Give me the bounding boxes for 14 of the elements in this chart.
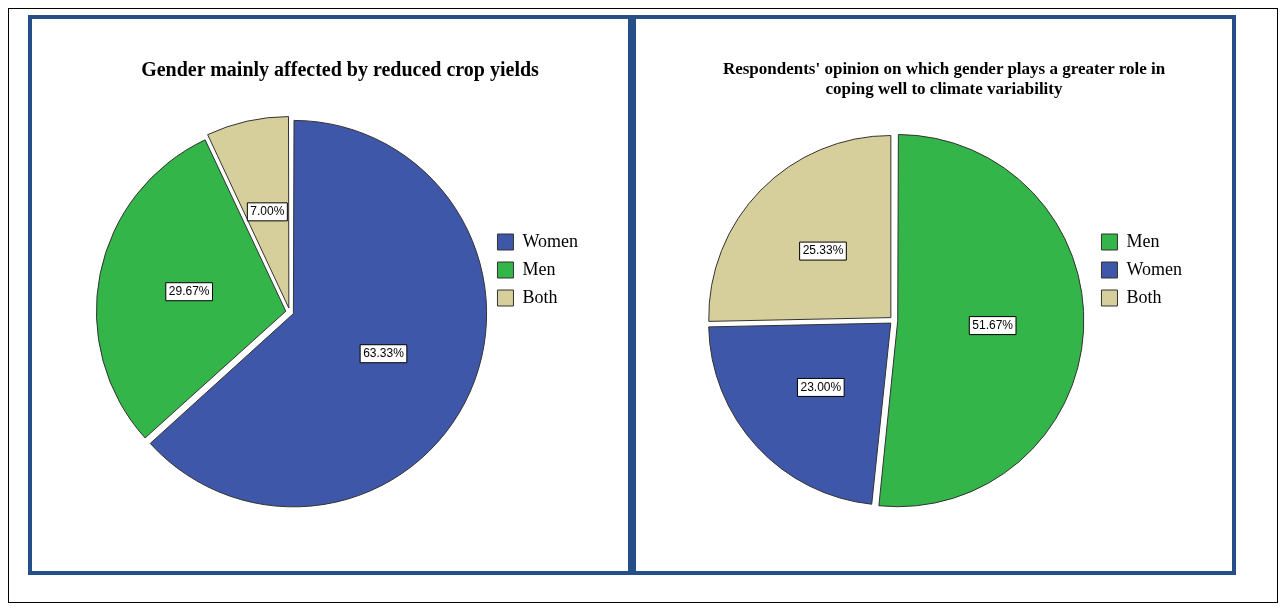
legend-label: Women: [1126, 258, 1183, 279]
legend-label: Men: [522, 258, 556, 279]
chart-title: Respondents' opinion on which gender plays a greater role in coping well to climate variability: [722, 58, 1166, 98]
data-label: 63.33%: [363, 346, 405, 361]
legend-label: Both: [1126, 286, 1162, 307]
legend-label: Men: [1126, 230, 1160, 251]
legend-label: Both: [522, 286, 558, 307]
data-label: 29.67%: [168, 284, 210, 299]
data-label: 51.67%: [972, 317, 1014, 332]
legend-label: Women: [522, 230, 579, 251]
data-label: 23.00%: [800, 379, 842, 394]
data-label: 7.00%: [250, 204, 285, 219]
data-label: 25.33%: [802, 243, 844, 258]
chart-title: Gender mainly affected by reduced crop yields: [141, 58, 540, 82]
